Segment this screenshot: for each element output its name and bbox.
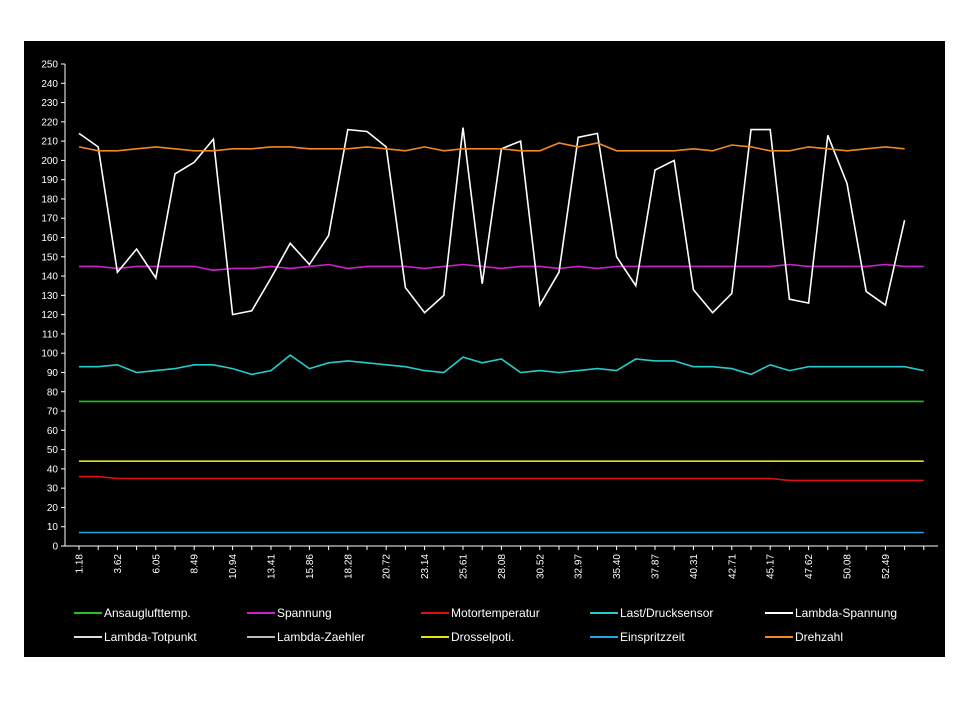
legend-label-spannung: Spannung xyxy=(277,606,332,620)
y-tick-label: 240 xyxy=(41,79,58,90)
y-tick-label: 100 xyxy=(41,349,58,360)
x-tick-label: 20.72 xyxy=(382,554,393,579)
y-tick-label: 70 xyxy=(47,407,59,418)
y-tick-label: 160 xyxy=(41,233,58,244)
y-tick-label: 230 xyxy=(41,98,58,109)
series-line-drehzahl xyxy=(78,142,905,152)
x-tick-label: 18.28 xyxy=(343,554,354,579)
x-tick-label: 35.40 xyxy=(612,554,623,579)
y-tick-label: 180 xyxy=(41,194,58,205)
y-tick-label: 120 xyxy=(41,310,58,321)
y-tick-label: 10 xyxy=(47,522,59,533)
x-tick-label: 13.41 xyxy=(267,554,278,579)
x-tick-label: 28.08 xyxy=(497,554,508,579)
x-tick-label: 6.05 xyxy=(151,554,162,574)
y-tick-label: 30 xyxy=(47,484,59,495)
y-tick-label: 200 xyxy=(41,156,58,167)
legend-label-lambda-spannung: Lambda-Spannung xyxy=(795,606,897,620)
y-tick-label: 80 xyxy=(47,387,59,398)
x-tick-label: 42.71 xyxy=(727,554,738,579)
series-lines xyxy=(78,127,924,534)
y-tick-label: 50 xyxy=(47,445,59,456)
x-tick-label: 50.08 xyxy=(843,554,854,579)
legend-label-lambda-totpunkt: Lambda-Totpunkt xyxy=(104,630,197,644)
y-tick-label: 130 xyxy=(41,291,58,302)
x-tick-label: 15.86 xyxy=(305,554,316,579)
legend-label-last-drucksensor: Last/Drucksensor xyxy=(620,606,713,620)
chart-panel: 0 10 20 30 40 50 60 70 80 90 100 110 120 130 140 150 160… xyxy=(24,41,945,657)
y-tick-label: 140 xyxy=(41,272,58,283)
series-line-spannung xyxy=(79,263,924,272)
y-axis-ticks: 0 10 20 30 40 50 60 70 80 90 100 110 120 130 140 150 160… xyxy=(41,60,65,553)
x-tick-label: 30.52 xyxy=(535,554,546,579)
y-tick-label: 210 xyxy=(41,137,58,148)
x-tick-label: 10.94 xyxy=(228,554,239,579)
y-tick-label: 0 xyxy=(52,542,58,553)
x-tick-label: 8.49 xyxy=(190,554,201,574)
series-line-lambda-spannung xyxy=(78,127,906,316)
y-tick-label: 60 xyxy=(47,426,59,437)
chart-axes xyxy=(64,64,938,547)
legend: Ansauglufttemp. Spannung Motortemperatur La… xyxy=(74,606,897,644)
x-tick-label: 45.17 xyxy=(766,554,777,579)
y-tick-label: 150 xyxy=(41,252,58,263)
y-tick-label: 20 xyxy=(47,503,59,514)
y-tick-label: 250 xyxy=(41,60,58,71)
series-line-last-drucksensor xyxy=(79,354,924,376)
x-tick-label: 40.31 xyxy=(689,554,700,579)
y-tick-label: 190 xyxy=(41,175,58,186)
x-tick-label: 47.62 xyxy=(804,554,815,579)
legend-label-drosselpoti: Drosselpoti. xyxy=(451,630,514,644)
x-tick-label: 3.62 xyxy=(113,554,124,574)
y-tick-label: 170 xyxy=(41,214,58,225)
y-tick-label: 40 xyxy=(47,464,59,475)
x-tick-label: 37.87 xyxy=(651,554,662,579)
series-line-motortemperatur xyxy=(79,475,924,482)
x-tick-label: 25.61 xyxy=(459,554,470,579)
x-tick-label: 32.97 xyxy=(574,554,585,579)
y-tick-label: 110 xyxy=(42,329,58,340)
y-tick-label: 90 xyxy=(47,368,59,379)
line-chart: 0 10 20 30 40 50 60 70 80 90 100 110 120 130 140 150 160… xyxy=(41,60,938,644)
x-axis-ticks: 1.18 3.62 6.05 8.49 10.94 13.41 15.86 18.28 20.7… xyxy=(75,546,925,579)
legend-label-ansauglufttemp: Ansauglufttemp. xyxy=(104,606,191,620)
x-tick-label: 52.49 xyxy=(881,554,892,579)
y-tick-label: 220 xyxy=(41,117,58,128)
legend-label-drehzahl: Drehzahl xyxy=(795,630,843,644)
x-tick-label: 1.18 xyxy=(75,554,86,574)
legend-label-lambda-zaehler: Lambda-Zaehler xyxy=(277,630,365,644)
legend-label-einspritzzeit: Einspritzzeit xyxy=(620,630,685,644)
x-tick-label: 23.14 xyxy=(420,554,431,579)
legend-label-motortemperatur: Motortemperatur xyxy=(451,606,540,620)
